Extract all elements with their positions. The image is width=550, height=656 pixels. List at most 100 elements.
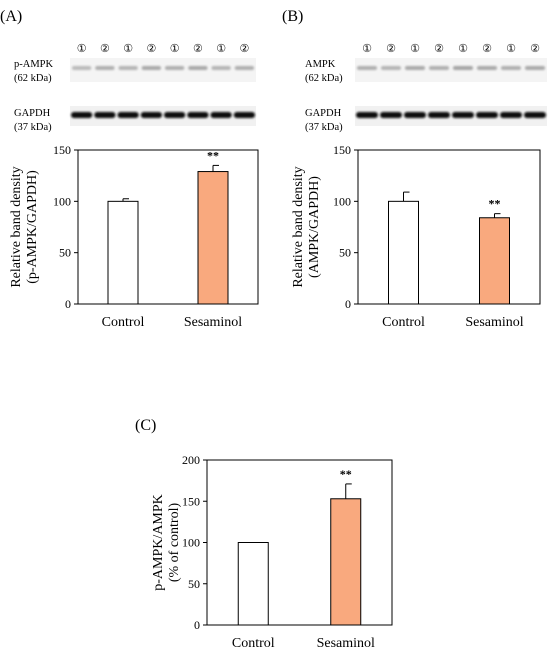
bar-control (388, 200, 419, 305)
blot-band-loading (428, 112, 450, 118)
significance-marker: ** (340, 467, 352, 481)
blot-target-size: (62 kDa) (14, 73, 52, 84)
blot-band-target (211, 66, 231, 70)
y-tick-label: 0 (194, 618, 200, 632)
y-tick-label: 200 (182, 453, 200, 467)
blot-target-label: AMPK (305, 59, 336, 70)
x-category-label: Control (232, 636, 275, 651)
blot-band-target (188, 66, 208, 70)
blot-band-target (72, 66, 92, 70)
blot-target-size: (62 kDa) (305, 73, 343, 84)
lane-number: ② (239, 43, 249, 55)
blot-band-loading (71, 112, 93, 118)
plot-frame (357, 149, 541, 305)
blot-band-target (381, 66, 401, 70)
y-tick-label: 50 (339, 246, 351, 260)
lane-number: ① (216, 43, 226, 55)
y-axis-label: Relative band density (9, 166, 24, 287)
blot-band-target (118, 66, 138, 70)
y-tick-label: 0 (65, 297, 71, 311)
bar-chart-a: 0 50 100 150 Control ** Sesaminol Relative band… (9, 143, 259, 330)
blot-membrane-bottom (355, 106, 547, 126)
y-tick-label: 100 (53, 194, 71, 208)
blot-band-target (429, 66, 449, 70)
blot-band-target (357, 66, 377, 70)
x-category-label: Control (102, 315, 145, 330)
y-tick-label: 150 (182, 494, 200, 508)
lane-number: ② (530, 43, 540, 55)
y-tick-label: 150 (333, 143, 351, 157)
blot-target-label: p-AMPK (14, 59, 54, 70)
lane-number: ② (434, 43, 444, 55)
blot-band-target (405, 66, 425, 70)
y-tick-label: 150 (53, 143, 71, 157)
plot-frame (77, 149, 259, 305)
blot-band-target (477, 66, 497, 70)
y-axis-label-sub: (p-AMPK/GAPDH) (25, 170, 40, 284)
bar-sesaminol (479, 217, 510, 305)
y-tick-label: 100 (333, 194, 351, 208)
blot-membrane-bottom (70, 106, 256, 126)
blot-band-loading (94, 112, 116, 118)
bar-sesaminol (330, 498, 362, 626)
x-category-label: Sesaminol (317, 636, 375, 651)
y-axis-label-sub: (% of control) (167, 503, 182, 583)
blot-band-target (525, 66, 545, 70)
bar-sesaminol (197, 171, 229, 305)
x-category-label: Sesaminol (465, 315, 523, 330)
blot-band-target (453, 66, 473, 70)
lane-number: ② (482, 43, 492, 55)
blot-band-loading (452, 112, 474, 118)
blot-loading-size: (37 kDa) (305, 122, 343, 133)
plot-frame (206, 459, 393, 626)
lane-number: ② (193, 43, 203, 55)
y-tick-label: 50 (59, 246, 71, 260)
lane-number: ① (77, 43, 87, 55)
blot-band-target (234, 66, 254, 70)
blot-band-target (501, 66, 521, 70)
blot-loading-size: (37 kDa) (14, 122, 52, 133)
y-axis-label: p-AMPK/AMPK (151, 494, 166, 590)
blot-band-target (141, 66, 161, 70)
lane-number: ① (506, 43, 516, 55)
lane-number: ② (146, 43, 156, 55)
blot-band-loading (356, 112, 378, 118)
x-category-label: Control (382, 315, 425, 330)
blot-band-loading (140, 112, 162, 118)
bar-chart-b: 0 50 100 150 Control ** Sesaminol Relative band… (291, 143, 541, 330)
blot-band-loading (233, 112, 255, 118)
significance-marker: ** (489, 197, 501, 211)
y-axis-label-sub: (AMPK/GAPDH) (307, 176, 322, 278)
y-tick-label: 50 (188, 577, 200, 591)
significance-marker: ** (207, 148, 219, 162)
blot-loading-label: GAPDH (14, 108, 51, 119)
blot-band-loading (524, 112, 546, 118)
blot-band-loading (117, 112, 139, 118)
y-axis-label: Relative band density (291, 166, 306, 287)
lane-number: ② (386, 43, 396, 55)
lane-number: ② (100, 43, 110, 55)
panel-label-b: (B) (282, 8, 303, 25)
western-blot-a: ① ② ① ② ① ② ① ② p-AMPK (62 kDa) GAPDH (37 kDa) (14, 43, 256, 133)
bar-chart-c: 0 50 100 150 200 Control ** Sesaminol p-AMPK/AMP… (151, 453, 393, 651)
bar-control (107, 200, 139, 305)
blot-band-loading (164, 112, 186, 118)
y-tick-label: 0 (345, 297, 351, 311)
lane-number: ① (123, 43, 133, 55)
y-tick-label: 100 (182, 536, 200, 550)
blot-band-loading (404, 112, 426, 118)
western-blot-b: ① ② ① ② ① ② ① ② AMPK (62 kDa) GAPDH (37 kDa) (305, 43, 547, 133)
blot-band-loading (380, 112, 402, 118)
bar-control (237, 542, 269, 626)
blot-band-loading (476, 112, 498, 118)
lane-number: ① (410, 43, 420, 55)
blot-band-target (165, 66, 185, 70)
blot-band-loading (187, 112, 209, 118)
blot-band-target (95, 66, 115, 70)
panel-label-c: (C) (135, 417, 156, 434)
blot-loading-label: GAPDH (305, 108, 342, 119)
panel-label-a: (A) (0, 8, 22, 25)
blot-band-loading (210, 112, 232, 118)
lane-number: ① (362, 43, 372, 55)
